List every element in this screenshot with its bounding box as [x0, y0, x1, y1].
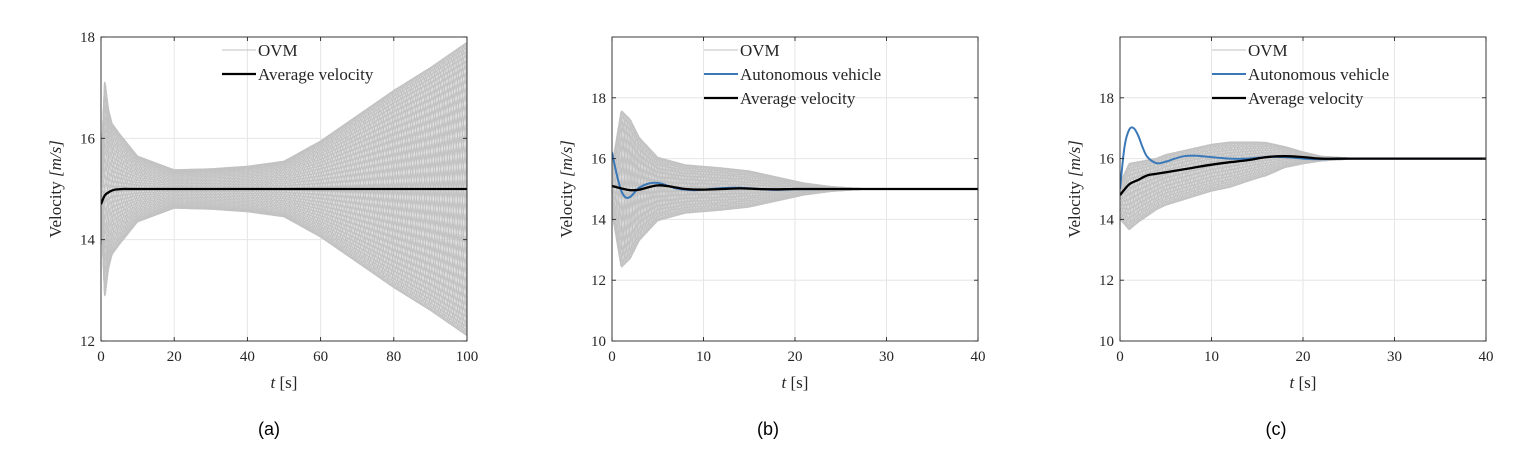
x-tick-label: 40 [971, 349, 986, 365]
y-tick-label: 12 [80, 334, 95, 350]
legend-ovm: OVM [222, 41, 298, 60]
legend-label: OVM [1248, 41, 1288, 60]
panel-caption: (c) [1266, 419, 1287, 439]
ovm-trace [101, 56, 467, 301]
y-tick-label: 18 [1099, 91, 1114, 107]
autonomous-vehicle-line [1120, 126, 1486, 190]
x-tick-label: 0 [608, 349, 616, 365]
x-axis-label: t [s] [782, 373, 809, 392]
x-axis-label: t [s] [1290, 373, 1317, 392]
ovm-trace [101, 67, 467, 333]
y-tick-label: 18 [80, 30, 95, 46]
legend-label: OVM [740, 41, 780, 60]
x-tick-label: 10 [696, 349, 711, 365]
legend-label: Autonomous vehicle [1248, 65, 1389, 84]
ovm-trace [101, 59, 467, 311]
y-tick-label: 12 [591, 273, 606, 289]
x-axis-label: t [s] [271, 373, 298, 392]
panel-caption: (b) [757, 419, 779, 439]
x-tick-label: 40 [1479, 349, 1494, 365]
y-axis-label: Velocity [m/s] [1065, 140, 1084, 238]
x-tick-label: 20 [167, 349, 182, 365]
ovm-trace [101, 60, 467, 323]
y-tick-label: 14 [80, 233, 96, 249]
y-tick-label: 16 [1099, 152, 1115, 168]
legend-label: Autonomous vehicle [740, 65, 881, 84]
ovm-trace [101, 57, 467, 300]
x-tick-label: 80 [386, 349, 401, 365]
legend-average-velocity: Average velocity [1212, 89, 1364, 108]
axes-box [100, 36, 468, 342]
average-velocity-line [101, 187, 467, 205]
x-tick-label: 20 [1296, 349, 1311, 365]
x-tick-label: 100 [456, 349, 479, 365]
average-velocity-line [1120, 155, 1486, 196]
ovm-trace [101, 64, 467, 337]
y-tick-label: 10 [591, 334, 606, 350]
legend: OVM Autonomous vehicle Average velocity [1212, 41, 1389, 108]
panel-a: 0 20 40 60 80 100 12 14 16 18 t [s] Velocity [m/s] O… [46, 30, 478, 439]
y-axis-label: Velocity [m/s] [46, 140, 65, 238]
y-tick-label: 10 [1099, 334, 1114, 350]
x-tick-label: 10 [1204, 349, 1219, 365]
legend-label: OVM [258, 41, 298, 60]
y-axis-label: Velocity [m/s] [557, 140, 576, 238]
ovm-series [101, 41, 467, 337]
panel-caption: (a) [258, 419, 280, 439]
legend-label: Average velocity [740, 89, 856, 108]
legend-label: Average velocity [1248, 89, 1364, 108]
ovm-trace [101, 66, 467, 335]
x-tick-label: 30 [879, 349, 894, 365]
legend-average-velocity: Average velocity [704, 89, 856, 108]
y-tick-label: 16 [591, 152, 607, 168]
y-tick-label: 18 [591, 91, 606, 107]
average-velocity-line [612, 184, 978, 192]
x-tick-label: 0 [1116, 349, 1124, 365]
legend-ovm: OVM [704, 41, 780, 60]
legend: OVM Average velocity [222, 41, 374, 84]
y-tick-label: 14 [1099, 212, 1115, 228]
x-tick-label: 60 [313, 349, 328, 365]
x-tick-label: 40 [240, 349, 255, 365]
x-tick-label: 0 [97, 349, 105, 365]
y-tick-label: 16 [80, 131, 96, 147]
legend: OVM Autonomous vehicle Average velocity [704, 41, 881, 108]
legend-label: Average velocity [258, 65, 374, 84]
legend-autonomous-vehicle: Autonomous vehicle [704, 65, 881, 84]
ovm-trace [101, 68, 467, 332]
x-tick-label: 20 [788, 349, 803, 365]
legend-average-velocity: Average velocity [222, 65, 374, 84]
y-tick-label: 12 [1099, 273, 1114, 289]
x-tick-label: 30 [1387, 349, 1402, 365]
legend-autonomous-vehicle: Autonomous vehicle [1212, 65, 1389, 84]
y-tick-label: 14 [591, 212, 607, 228]
legend-ovm: OVM [1212, 41, 1288, 60]
